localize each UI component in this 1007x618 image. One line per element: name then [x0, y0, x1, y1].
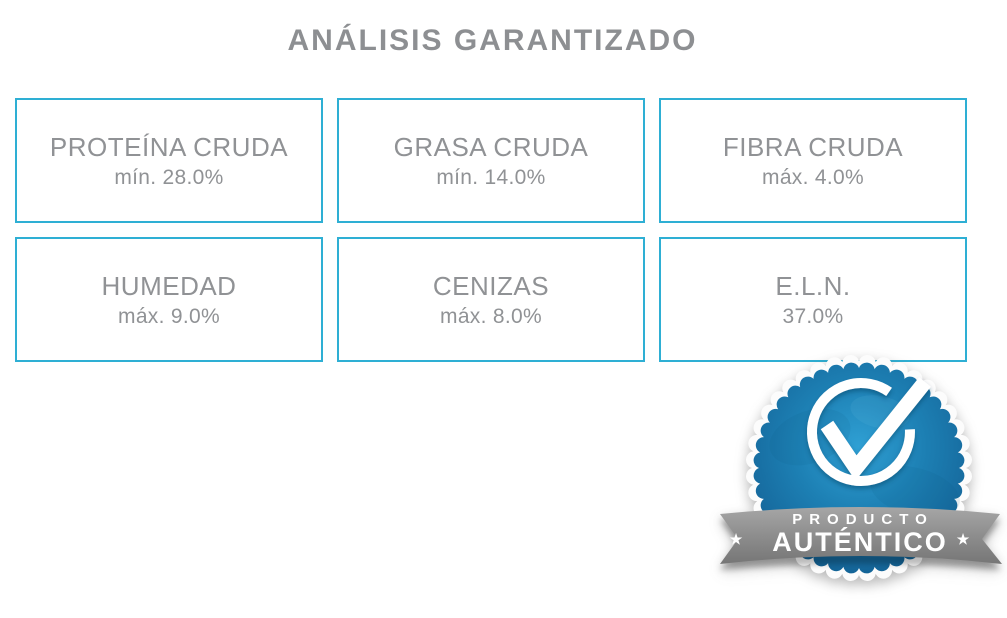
panel-title: ANÁLISIS GARANTIZADO — [287, 24, 698, 57]
ribbon-text-autentico: AUTÉNTICO — [772, 526, 948, 557]
nutrient-value: máx. 9.0% — [118, 304, 220, 328]
analysis-card-grasa: GRASA CRUDA mín. 14.0% — [337, 98, 645, 223]
analysis-card-humedad: HUMEDAD máx. 9.0% — [15, 237, 323, 362]
ribbon-star-left: ★ — [730, 531, 743, 547]
nutrient-value: máx. 8.0% — [440, 304, 542, 328]
analysis-card-proteina: PROTEÍNA CRUDA mín. 28.0% — [15, 98, 323, 223]
nutrient-value: 37.0% — [782, 304, 844, 328]
nutrient-name: E.L.N. — [775, 270, 851, 301]
ribbon — [720, 507, 1002, 564]
nutrient-value: máx. 4.0% — [762, 165, 864, 189]
ribbon-star-right: ★ — [957, 531, 970, 547]
authenticity-badge: ★ ★ PRODUCTO AUTÉNTICO — [720, 354, 1002, 582]
nutrient-name: FIBRA CRUDA — [722, 131, 904, 162]
nutrient-name: CENIZAS — [432, 270, 550, 301]
analysis-card-eln: E.L.N. 37.0% — [659, 237, 967, 362]
analysis-card-cenizas: CENIZAS máx. 8.0% — [337, 237, 645, 362]
analysis-grid: PROTEÍNA CRUDA mín. 28.0% GRASA CRUDA mí… — [15, 98, 967, 362]
check-icon — [807, 377, 931, 487]
nutrient-name: GRASA CRUDA — [393, 131, 589, 162]
nutrient-name: PROTEÍNA CRUDA — [49, 131, 289, 162]
nutrient-value: mín. 14.0% — [436, 165, 546, 189]
nutrient-value: mín. 28.0% — [114, 165, 224, 189]
analysis-card-fibra: FIBRA CRUDA máx. 4.0% — [659, 98, 967, 223]
ribbon-text-producto: PRODUCTO — [792, 511, 934, 528]
nutrient-name: HUMEDAD — [101, 270, 237, 301]
